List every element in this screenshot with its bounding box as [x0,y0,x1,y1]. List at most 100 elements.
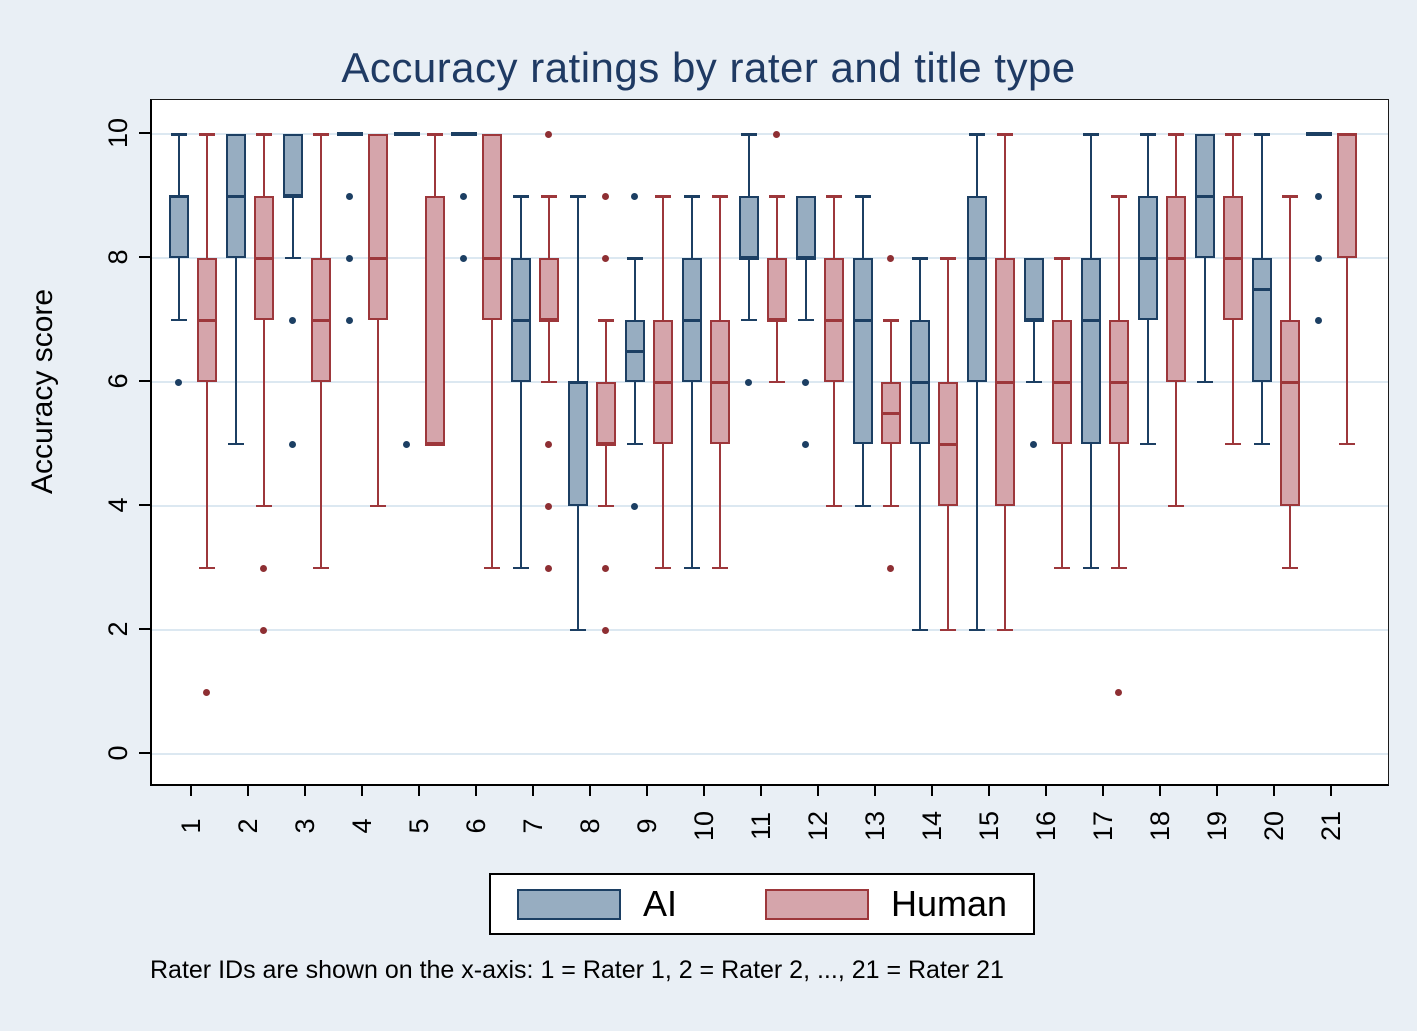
x-tick-label-3: 3 [289,818,319,834]
median-ai-r14 [909,380,930,384]
x-tick-label-11: 11 [745,811,775,841]
whisker-cap-top-ai-r15 [968,133,985,136]
box-ai-r20 [1251,258,1272,382]
whisker-cap-bottom-ai-r10 [683,566,700,569]
median-ai-r18 [1137,256,1158,260]
degenerate-dash-ai-r5 [393,132,420,136]
x-tick-3 [303,785,306,796]
whisker-cap-bottom-human-r21 [1338,442,1355,445]
whisker-lower-human-r3 [319,382,322,568]
outlier-human-r8-3 [602,626,609,634]
whisker-lower-human-r16 [1060,444,1063,568]
median-human-r17 [1108,380,1129,384]
y-tick-2 [139,628,150,631]
whisker-cap-bottom-human-r8 [597,504,614,507]
median-human-r18 [1165,256,1186,260]
whisker-cap-top-human-r14 [939,257,956,260]
whisker-lower-human-r11 [775,320,778,382]
whisker-cap-bottom-ai-r19 [1196,380,1213,383]
whisker-cap-bottom-ai-r16 [1025,380,1042,383]
x-tick-label-4: 4 [346,818,376,834]
whisker-lower-ai-r3 [291,196,294,258]
outlier-ai-r4-0 [346,192,353,200]
whisker-lower-human-r14 [946,506,949,630]
box-human-r7 [538,258,559,320]
median-human-r8 [595,442,616,446]
whisker-cap-top-ai-r8 [569,195,586,198]
box-human-r8 [595,382,616,444]
whisker-lower-human-r1 [205,382,208,568]
whisker-cap-top-human-r3 [312,133,329,136]
median-ai-r16 [1023,318,1044,322]
whisker-upper-ai-r10 [690,196,693,258]
median-ai-r7 [510,318,531,322]
whisker-cap-bottom-human-r2 [255,504,272,507]
whisker-cap-bottom-human-r16 [1053,566,1070,569]
outlier-ai-r5-0 [403,440,410,448]
whisker-upper-human-r9 [661,196,664,320]
outlier-ai-r4-2 [346,316,353,324]
whisker-cap-bottom-human-r9 [654,566,671,569]
x-tick-label-2: 2 [232,818,262,834]
outlier-ai-r12-1 [802,440,809,448]
whisker-lower-human-r9 [661,444,664,568]
outlier-ai-r3-0 [289,316,296,324]
box-ai-r11 [738,196,759,258]
y-tick-4 [139,504,150,507]
outlier-human-r2-0 [260,564,267,572]
median-ai-r11 [738,256,759,260]
x-tick-9 [645,785,648,796]
whisker-lower-human-r15 [1003,506,1006,630]
whisker-lower-ai-r17 [1089,444,1092,568]
whisker-upper-human-r20 [1288,196,1291,320]
outlier-human-r7-3 [545,564,552,572]
whisker-upper-human-r2 [262,134,265,196]
x-tick-5 [417,785,420,796]
x-tick-label-6: 6 [460,818,490,834]
ai-legend-label: AI [642,883,677,924]
x-tick-label-5: 5 [403,818,433,834]
whisker-cap-bottom-ai-r3 [284,256,301,259]
x-tick-label-13: 13 [859,810,889,842]
median-human-r9 [652,380,673,384]
chart-title: Accuracy ratings by rater and title type [341,44,1076,91]
box-human-r4 [367,134,388,320]
whisker-upper-human-r8 [604,320,607,382]
whisker-lower-human-r17 [1117,444,1120,568]
whisker-upper-human-r1 [205,134,208,258]
x-tick-label-14: 14 [916,810,946,842]
x-tick-10 [702,785,705,796]
outlier-ai-r21-0 [1315,192,1322,200]
x-tick-14 [930,785,933,796]
box-ai-r12 [795,196,816,258]
outlier-ai-r1-0 [175,378,182,386]
box-ai-r8 [567,382,588,506]
whisker-upper-human-r13 [889,320,892,382]
whisker-cap-top-human-r2 [255,133,272,136]
whisker-cap-bottom-human-r1 [198,566,215,569]
whisker-lower-ai-r9 [633,382,636,444]
y-tick-label-2: 2 [102,621,133,637]
whisker-upper-ai-r11 [747,134,750,196]
whisker-cap-top-human-r9 [654,195,671,198]
gridline-y4 [152,505,1388,507]
human-swatch [764,888,869,920]
y-tick-label-4: 4 [102,497,133,513]
whisker-cap-bottom-human-r15 [996,628,1013,631]
whisker-lower-ai-r20 [1260,382,1263,444]
whisker-cap-top-human-r13 [882,319,899,322]
median-ai-r1 [168,194,189,198]
whisker-cap-bottom-ai-r14 [911,628,928,631]
median-ai-r3 [282,194,303,198]
whisker-cap-bottom-human-r4 [369,504,386,507]
median-ai-r12 [795,256,816,260]
median-ai-r20 [1251,287,1272,291]
median-ai-r19 [1194,194,1215,198]
median-human-r19 [1222,256,1243,260]
whisker-cap-bottom-human-r11 [768,380,785,383]
x-tick-6 [474,785,477,796]
whisker-cap-bottom-human-r19 [1224,442,1241,445]
whisker-cap-top-ai-r18 [1139,133,1156,136]
box-ai-r3 [282,134,303,196]
whisker-cap-top-human-r5 [426,133,443,136]
